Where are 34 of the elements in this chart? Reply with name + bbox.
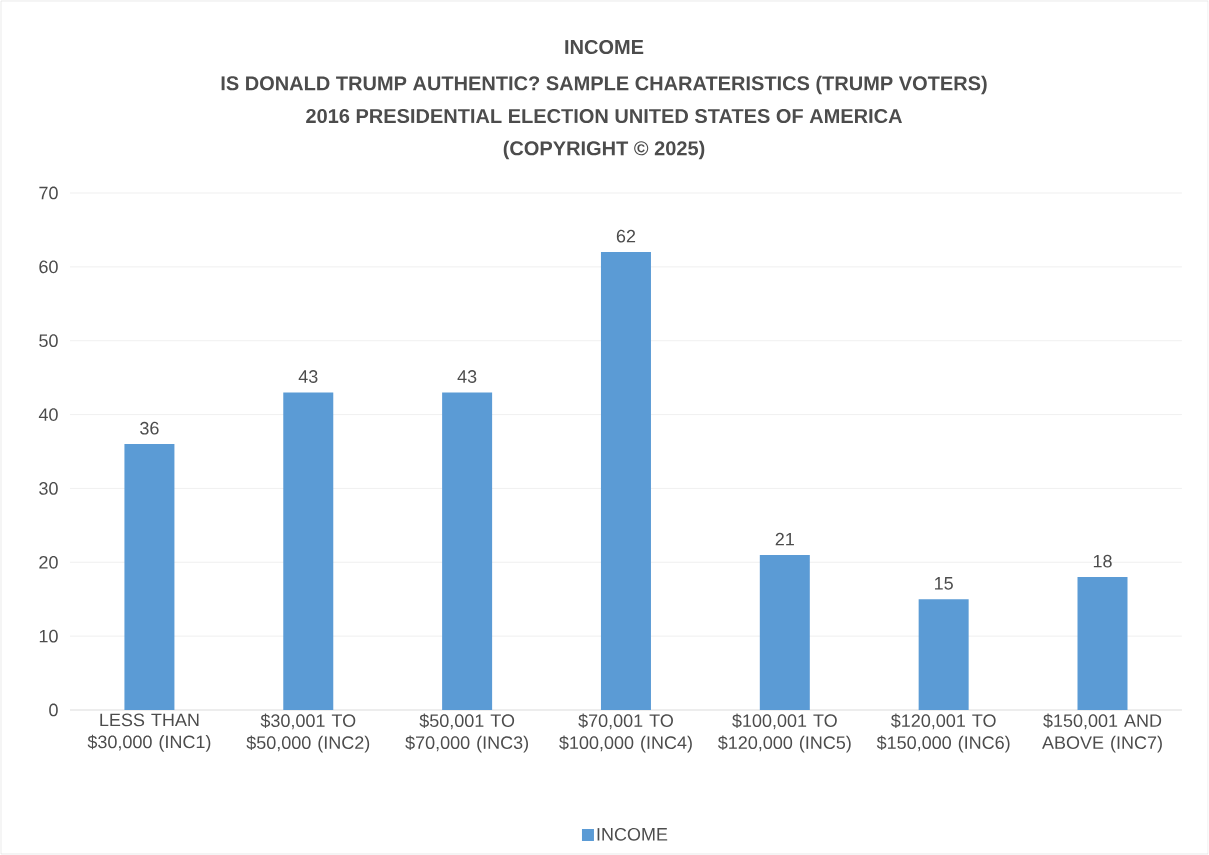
text: (COPYRIGHT © 2025)	[503, 140, 705, 160]
bar	[759, 554, 810, 710]
bar	[1077, 577, 1128, 710]
y-tick-label: 40	[38, 408, 58, 421]
y-tick-label: 70	[39, 186, 58, 200]
data-label: 62	[616, 229, 636, 243]
bar	[124, 444, 175, 710]
bar	[918, 599, 969, 710]
x-tick-label: $150,001 AND ABOVE (INC7)	[1042, 713, 1162, 753]
bar	[600, 252, 651, 710]
x-tick-label: $120,001 TO $150,000 (INC6)	[876, 713, 1010, 753]
x-tick-label: $50,001 TO $70,000 (INC3)	[405, 713, 529, 753]
y-tick-label: 60	[39, 260, 58, 274]
x-tick-label: $70,001 TO $100,000 (INC4)	[559, 713, 692, 753]
x-tick-label: $30,001 TO $50,000 (INC2)	[246, 713, 370, 753]
y-tick-label: 50	[39, 334, 58, 348]
x-tick-label: LESS THAN $30,000 (INC1)	[87, 713, 211, 752]
y-tick-label: 30	[39, 482, 58, 495]
chart-subtitle: IS DONALD TRUMP AUTHENTIC? SAMPLE CHARATERISTICS (TRUMP VOTERS)	[221, 75, 987, 95]
data-label: 21	[775, 532, 794, 546]
text: 2016 PRESIDENTIAL ELECTION UNITED STATES OF AMERICA	[306, 108, 903, 124]
data-label: 15	[935, 577, 953, 590]
data-label: 43	[298, 370, 318, 383]
data-label: 43	[457, 370, 477, 383]
bar	[442, 392, 493, 710]
y-tick-label: 0	[49, 703, 58, 717]
data-label: 36	[140, 421, 159, 435]
y-tick-label: 10	[39, 629, 58, 643]
bar	[283, 392, 334, 710]
data-label: 18	[1093, 554, 1112, 568]
y-tick-label: 20	[39, 555, 58, 569]
legend-label: INCOME	[597, 827, 668, 841]
x-tick-label: $100,001 TO $120,000 (INC5)	[717, 713, 851, 753]
chart-title: INCOME	[565, 39, 644, 55]
